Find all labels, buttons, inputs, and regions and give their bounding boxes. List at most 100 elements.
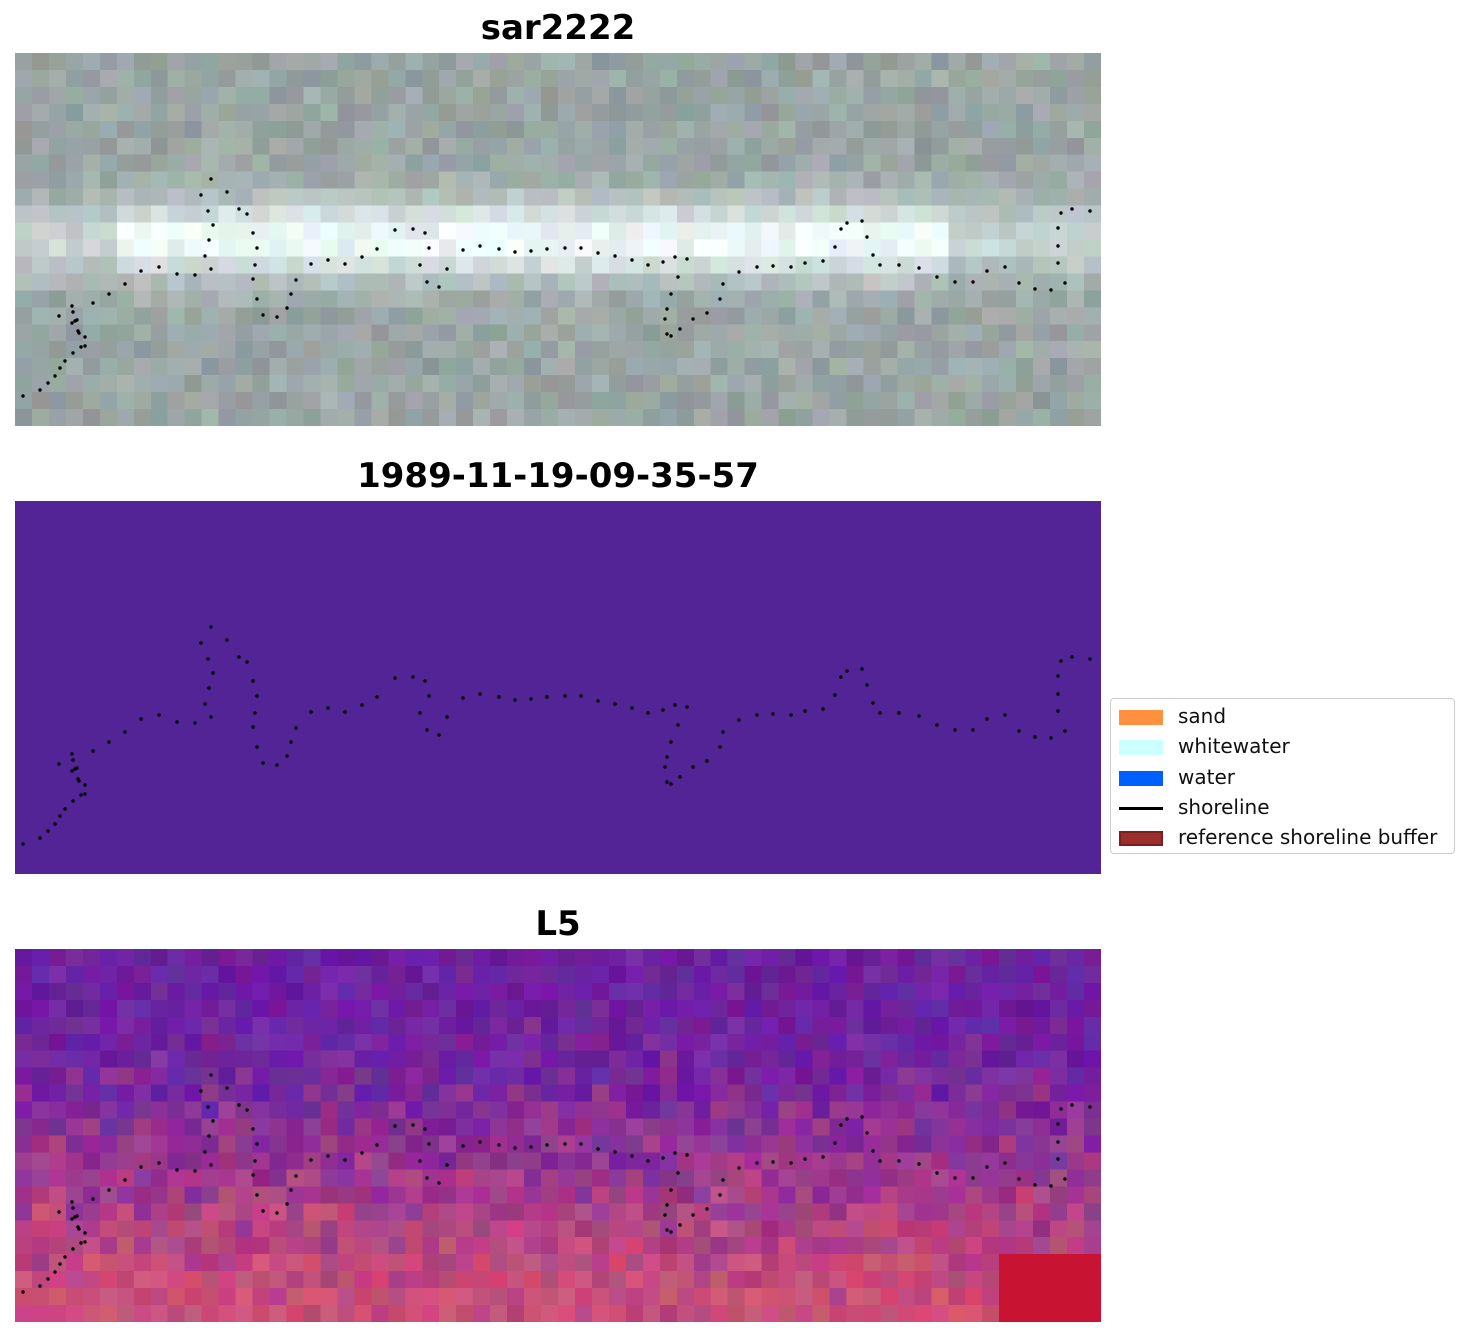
- shoreline-point: [1088, 1105, 1092, 1109]
- shoreline-point: [393, 1124, 397, 1128]
- shoreline-point: [865, 1131, 869, 1135]
- image-panel-l5: [15, 949, 1101, 1322]
- shoreline-point: [251, 679, 255, 683]
- shoreline-point: [860, 667, 864, 671]
- shoreline-point: [833, 693, 837, 697]
- shoreline-point: [878, 1159, 882, 1163]
- shoreline-point: [275, 315, 279, 319]
- shoreline-point: [1088, 209, 1092, 213]
- shoreline-point: [77, 1227, 81, 1231]
- shoreline-point: [1070, 655, 1074, 659]
- shoreline-point: [737, 1166, 741, 1170]
- shoreline-point: [57, 314, 61, 318]
- shoreline-point: [1070, 207, 1074, 211]
- shoreline-point: [771, 264, 775, 268]
- shoreline-point: [1056, 226, 1060, 230]
- shoreline-point: [1003, 1161, 1007, 1165]
- shoreline-point: [789, 1161, 793, 1165]
- shoreline-point: [461, 248, 465, 252]
- legend-swatch-sand: [1119, 710, 1163, 725]
- shoreline-point: [529, 249, 533, 253]
- shoreline-point: [157, 713, 161, 717]
- shoreline-point: [70, 321, 74, 325]
- legend-item-shoreline: shoreline: [1111, 792, 1454, 822]
- shoreline-point: [685, 705, 689, 709]
- shoreline-point: [289, 740, 293, 744]
- shoreline-point: [935, 275, 939, 279]
- shoreline-point: [613, 254, 617, 258]
- shoreline-point: [596, 1147, 600, 1151]
- panel-title-l5: L5: [535, 904, 581, 944]
- shoreline-point: [285, 1202, 289, 1206]
- shoreline-point: [721, 1178, 725, 1182]
- shoreline-point: [309, 1158, 313, 1162]
- legend-item-whitewater: whitewater: [1111, 731, 1454, 761]
- shoreline-point: [845, 221, 849, 225]
- shoreline-point: [75, 1214, 79, 1218]
- shoreline-point: [53, 822, 57, 826]
- shoreline-point: [326, 258, 330, 262]
- shoreline-point: [83, 335, 87, 339]
- shoreline-point: [139, 269, 143, 273]
- shoreline-point: [665, 780, 669, 784]
- shoreline-point: [985, 269, 989, 273]
- shoreline-point: [425, 280, 429, 284]
- shoreline-point: [789, 713, 793, 717]
- shoreline-point: [691, 765, 695, 769]
- shoreline-point: [427, 246, 431, 250]
- shoreline-point: [691, 1213, 695, 1217]
- shoreline-point: [251, 277, 255, 281]
- shoreline-point: [971, 1176, 975, 1180]
- shoreline-point: [225, 190, 229, 194]
- shoreline-point: [375, 695, 379, 699]
- shoreline-point: [691, 317, 695, 321]
- shoreline-point: [871, 701, 875, 705]
- shoreline-point: [1063, 1177, 1067, 1181]
- shoreline-point: [53, 1270, 57, 1274]
- shoreline-overlay: [21, 1073, 1092, 1294]
- shoreline-point: [935, 723, 939, 727]
- shoreline-point: [343, 262, 347, 266]
- shoreline-point: [1070, 1103, 1074, 1107]
- shoreline-point: [1063, 281, 1067, 285]
- shoreline-point: [255, 246, 259, 250]
- shoreline-point: [545, 247, 549, 251]
- shoreline-point: [77, 331, 81, 335]
- shoreline-point: [737, 270, 741, 274]
- legend-item-reference-buffer: reference shoreline buffer: [1111, 822, 1454, 852]
- shoreline-point: [705, 1207, 709, 1211]
- shoreline-point: [1056, 244, 1060, 248]
- shoreline-point: [251, 1127, 255, 1131]
- shoreline-point: [1033, 1183, 1037, 1187]
- legend-line-shoreline: [1119, 807, 1163, 810]
- shoreline-point: [669, 334, 673, 338]
- shoreline-point: [878, 711, 882, 715]
- shoreline-point: [209, 715, 213, 719]
- shoreline-point: [289, 1188, 293, 1192]
- image-panel-sar: [15, 53, 1101, 426]
- shoreline-point: [845, 1117, 849, 1121]
- classified-image: [15, 501, 1101, 874]
- shoreline-point: [245, 1108, 249, 1112]
- shoreline-point: [1056, 261, 1060, 265]
- shoreline-point: [275, 763, 279, 767]
- shoreline-point: [289, 292, 293, 296]
- shoreline-point: [821, 707, 825, 711]
- shoreline-point: [83, 344, 87, 348]
- shoreline-point: [193, 1169, 197, 1173]
- shoreline-point: [209, 1073, 213, 1077]
- shoreline-point: [985, 717, 989, 721]
- shoreline-point: [123, 730, 127, 734]
- shoreline-point: [665, 1228, 669, 1232]
- shoreline-point: [207, 686, 211, 690]
- shoreline-point: [83, 783, 87, 787]
- shoreline-point: [821, 1155, 825, 1159]
- legend-swatch-water: [1119, 771, 1163, 786]
- shoreline-point: [1056, 709, 1060, 713]
- shoreline-point: [665, 1203, 669, 1207]
- shoreline-point: [860, 219, 864, 223]
- shoreline-point: [70, 752, 74, 756]
- shoreline-point: [57, 1210, 61, 1214]
- shoreline-point: [21, 1290, 25, 1294]
- shoreline-point: [789, 265, 793, 269]
